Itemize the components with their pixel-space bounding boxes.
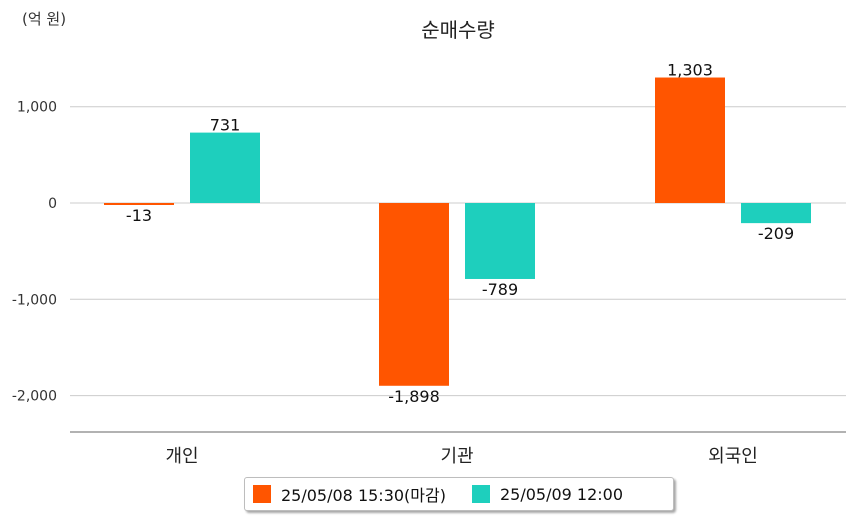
- data-label: 1,303: [667, 61, 713, 80]
- grid-lines: [70, 106, 846, 397]
- bars: [104, 77, 811, 386]
- x-tick-label: 외국인: [708, 446, 758, 467]
- y-tick-label: -1,000: [12, 292, 57, 308]
- data-label: -13: [126, 206, 152, 225]
- data-label: -209: [758, 224, 794, 243]
- bar[interactable]: [655, 77, 725, 203]
- legend-label-series-1: 25/05/08 15:30(마감): [281, 486, 446, 505]
- x-tick-label: 기관: [440, 446, 473, 467]
- legend-swatch-series-2: [471, 485, 490, 503]
- bar[interactable]: [104, 203, 174, 205]
- x-tick-label: 개인: [165, 446, 198, 467]
- data-labels: -13 -1,898 1,303 731 -789 -209: [126, 61, 794, 406]
- y-tick-label: -2,000: [12, 389, 57, 405]
- bar[interactable]: [465, 203, 535, 279]
- data-label: -1,898: [388, 387, 440, 406]
- bar[interactable]: [741, 203, 811, 224]
- y-tick-labels: 1,000 0 -1,000 -2,000: [12, 100, 57, 405]
- y-tick-label: 1,000: [17, 100, 57, 116]
- x-tick-labels: 개인 기관 외국인: [165, 446, 757, 467]
- data-label: -789: [482, 280, 518, 299]
- legend-item-series-1[interactable]: 25/05/08 15:30(마감): [253, 482, 446, 506]
- data-label: 731: [210, 116, 241, 135]
- bar[interactable]: [379, 203, 449, 386]
- legend-item-series-2[interactable]: 25/05/09 12:00: [471, 484, 624, 504]
- legend-swatch-series-1: [253, 485, 271, 503]
- bar[interactable]: [190, 132, 260, 203]
- unit-label: (억 원): [22, 10, 66, 28]
- y-tick-label: 0: [48, 196, 57, 212]
- legend-label-series-2: 25/05/09 12:00: [499, 484, 624, 504]
- chart-title: 순매수량: [421, 18, 495, 42]
- legend: 25/05/08 15:30(마감) 25/05/09 12:00: [244, 477, 674, 511]
